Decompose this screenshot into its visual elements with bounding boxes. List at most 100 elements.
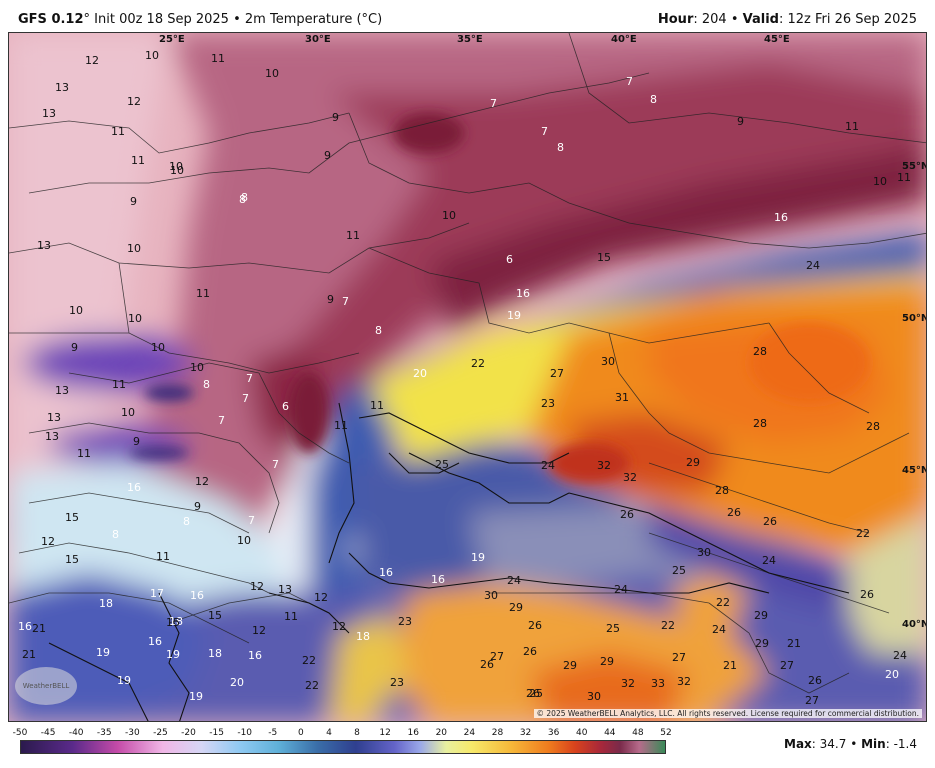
colorbar-tick-label: -5	[268, 728, 278, 738]
temperature-value-label: 15	[65, 511, 79, 524]
temperature-value-label: 12	[127, 95, 141, 108]
temperature-value-label: 19	[117, 674, 131, 687]
temperature-value-label: 10	[121, 406, 135, 419]
temperature-value-label: 7	[541, 125, 548, 138]
temperature-value-label: 33	[651, 677, 665, 690]
temperature-value-label: 26	[523, 645, 537, 658]
temperature-value-label: 16	[148, 635, 162, 648]
temperature-value-label: 10	[69, 304, 83, 317]
lat-label: 45°N	[902, 465, 927, 476]
temperature-value-label: 11	[897, 171, 911, 184]
temperature-value-label: 16	[379, 566, 393, 579]
colorbar-tick-label: -10	[237, 728, 253, 738]
hour-value: : 204	[693, 12, 727, 27]
temperature-value-label: 11	[334, 419, 348, 432]
colorbar-tick-label: -30	[124, 728, 140, 738]
temperature-value-label: 8	[557, 141, 564, 154]
temperature-value-label: 11	[112, 378, 126, 391]
temperature-value-label: 16	[248, 649, 262, 662]
temperature-value-label: 8	[241, 191, 248, 204]
temperature-value-label: 26	[808, 674, 822, 687]
colorbar-tick-label: 40	[576, 728, 588, 738]
temperature-value-label: 19	[471, 551, 485, 564]
colorbar-tick-label: 16	[407, 728, 419, 738]
temperature-value-label: 13	[55, 81, 69, 94]
temperature-value-label: 26	[763, 515, 777, 528]
temperature-value-label: 12	[41, 535, 55, 548]
temperature-value-label: 12	[250, 580, 264, 593]
weatherbell-logo: WeatherBELL	[15, 667, 77, 705]
temperature-value-label: 7	[342, 295, 349, 308]
temperature-value-label: 7	[490, 97, 497, 110]
separator: •	[233, 12, 241, 27]
temperature-value-label: 9	[327, 293, 334, 306]
model-name: GFS 0.12	[18, 12, 84, 27]
temperature-value-label: 11	[845, 120, 859, 133]
temperature-value-label: 26	[860, 588, 874, 601]
hour-label: Hour	[657, 12, 694, 27]
colorbar-tick-label: 8	[354, 728, 360, 738]
temperature-value-label: 16	[431, 573, 445, 586]
country-borders	[9, 33, 926, 694]
temperature-value-label: 26	[620, 508, 634, 521]
lon-label: 40°E	[611, 34, 637, 45]
colorbar: -50 -45 -40 -35 -30 -25 -20 -15 -10 -5 0 4 8 12 16 20 24…	[13, 728, 672, 754]
temperature-value-label: 11	[196, 287, 210, 300]
colorbar-tick-label: -35	[96, 728, 112, 738]
temperature-value-label: 20	[230, 676, 244, 689]
graticule-labels: 25°E 30°E 35°E 40°E 45°E 55°N 50°N 45°N …	[159, 34, 927, 630]
temperature-value-label: 26	[480, 658, 494, 671]
temperature-value-label: 8	[650, 93, 657, 106]
temperature-value-label: 32	[623, 471, 637, 484]
temperature-value-label: 6	[282, 400, 289, 413]
temperature-value-label: 30	[484, 589, 498, 602]
temperature-value-label: 10	[128, 312, 142, 325]
temperature-value-label: 32	[621, 677, 635, 690]
colorbar-tick-label: -15	[209, 728, 224, 738]
temperature-value-label: 10	[873, 175, 887, 188]
temperature-value-label: 13	[47, 411, 61, 424]
valid-label: Valid	[742, 12, 779, 27]
temperature-value-label: 21	[723, 659, 737, 672]
coastlines	[48, 402, 850, 721]
colorbar-tick-label: 4	[326, 728, 332, 738]
title-left: GFS 0.12° Init 00z 18 Sep 2025 • 2m Temp…	[18, 12, 382, 27]
copyright-notice: © 2025 WeatherBELL Analytics, LLC. All r…	[533, 709, 922, 718]
temperature-value-label: 10	[169, 160, 183, 173]
temperature-value-label: 23	[541, 397, 555, 410]
temperature-value-label: 21	[32, 622, 46, 635]
temperature-value-label: 11	[77, 447, 91, 460]
temperature-value-label: 9	[332, 111, 339, 124]
temperature-value-label: 13	[37, 239, 51, 252]
temperature-value-label: 6	[506, 253, 513, 266]
colorbar-tick-label: 20	[435, 728, 448, 738]
temperature-value-label: 12	[332, 620, 346, 633]
temperature-value-label: 24	[762, 554, 776, 567]
temperature-value-label: 13	[45, 430, 59, 443]
min-label: Min	[861, 737, 886, 751]
temperature-value-label: 16	[190, 589, 204, 602]
temperature-value-label: 15	[65, 553, 79, 566]
temperature-value-label: 26	[528, 619, 542, 632]
colorbar-tick-label: 44	[604, 728, 616, 738]
temperature-value-label: 28	[866, 420, 880, 433]
temperature-value-label: 10	[170, 164, 184, 177]
temperature-value-label: 28	[715, 484, 729, 497]
parameter-name: 2m Temperature (°C)	[244, 12, 383, 27]
colorbar-tick-label: -20	[181, 728, 196, 738]
temperature-value-label: 11	[211, 52, 225, 65]
temperature-value-label: 15	[166, 616, 180, 629]
temperature-value-label: 21	[787, 637, 801, 650]
temperature-value-label: 32	[677, 675, 691, 688]
temperature-value-label: 26	[727, 506, 741, 519]
colorbar-tick-label: -40	[68, 728, 84, 738]
temperature-value-label: 10	[151, 341, 165, 354]
temperature-value-label: 16	[127, 481, 141, 494]
lat-label: 50°N	[902, 313, 927, 324]
temperature-value-label: 19	[507, 309, 521, 322]
temperature-value-label: 17	[150, 587, 164, 600]
temperature-value-label: 10	[237, 534, 251, 547]
temperature-value-label: 11	[131, 154, 145, 167]
temperature-value-label: 11	[346, 229, 360, 242]
